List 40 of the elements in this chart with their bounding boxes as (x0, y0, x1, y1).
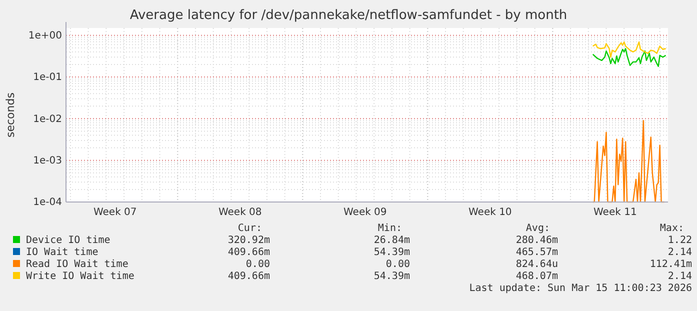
text: 465.57m (516, 247, 558, 258)
line-series (592, 41, 666, 58)
text: 54.39m (374, 271, 410, 282)
line-series (592, 48, 666, 67)
x-tick-label: Week 08 (218, 207, 262, 218)
text: Max: (660, 223, 684, 234)
text: 26.84m (374, 235, 410, 246)
legend-label: Write IO Wait time (26, 271, 134, 282)
legend-label: IO Wait time (26, 247, 98, 258)
x-tick-label: Week 07 (93, 207, 137, 218)
text: 112.41m (650, 259, 692, 270)
line-series (592, 120, 665, 203)
text: 0.00 (246, 259, 270, 270)
legend-label: Device IO time (26, 235, 110, 246)
y-tick-label: 1e-01 (33, 72, 62, 84)
text: 824.64u (516, 259, 558, 270)
text: Avg: (526, 223, 550, 234)
text: 320.92m (228, 235, 270, 246)
y-axis-title: seconds (4, 92, 17, 138)
y-tick-label: 1e-04 (33, 197, 62, 208)
text: 409.66m (228, 271, 270, 282)
text: 280.46m (516, 235, 558, 246)
text: 0.00 (386, 259, 410, 270)
text: Cur: (238, 223, 262, 234)
text: 54.39m (374, 247, 410, 258)
y-tick-label: 1e-03 (33, 156, 62, 167)
x-tick-label: Week 11 (594, 207, 637, 218)
text: 1.22 (668, 235, 692, 246)
y-tick-label: 1e+00 (28, 30, 62, 42)
text: 409.66m (228, 247, 270, 258)
text: 2.14 (668, 271, 692, 282)
chart-title: Average latency for /dev/pannekake/netflow-samfundet - by month (130, 8, 568, 23)
text: Min: (378, 223, 402, 234)
x-tick-label: Week 10 (468, 207, 512, 218)
text: 468.07m (516, 271, 558, 282)
text: 2.14 (668, 247, 692, 258)
x-tick-label: Week 09 (343, 207, 387, 218)
y-tick-label: 1e-02 (33, 114, 62, 125)
text: Last update: Sun Mar 15 11:00:23 2026 (469, 283, 692, 294)
legend-label: Read IO Wait time (26, 259, 128, 270)
